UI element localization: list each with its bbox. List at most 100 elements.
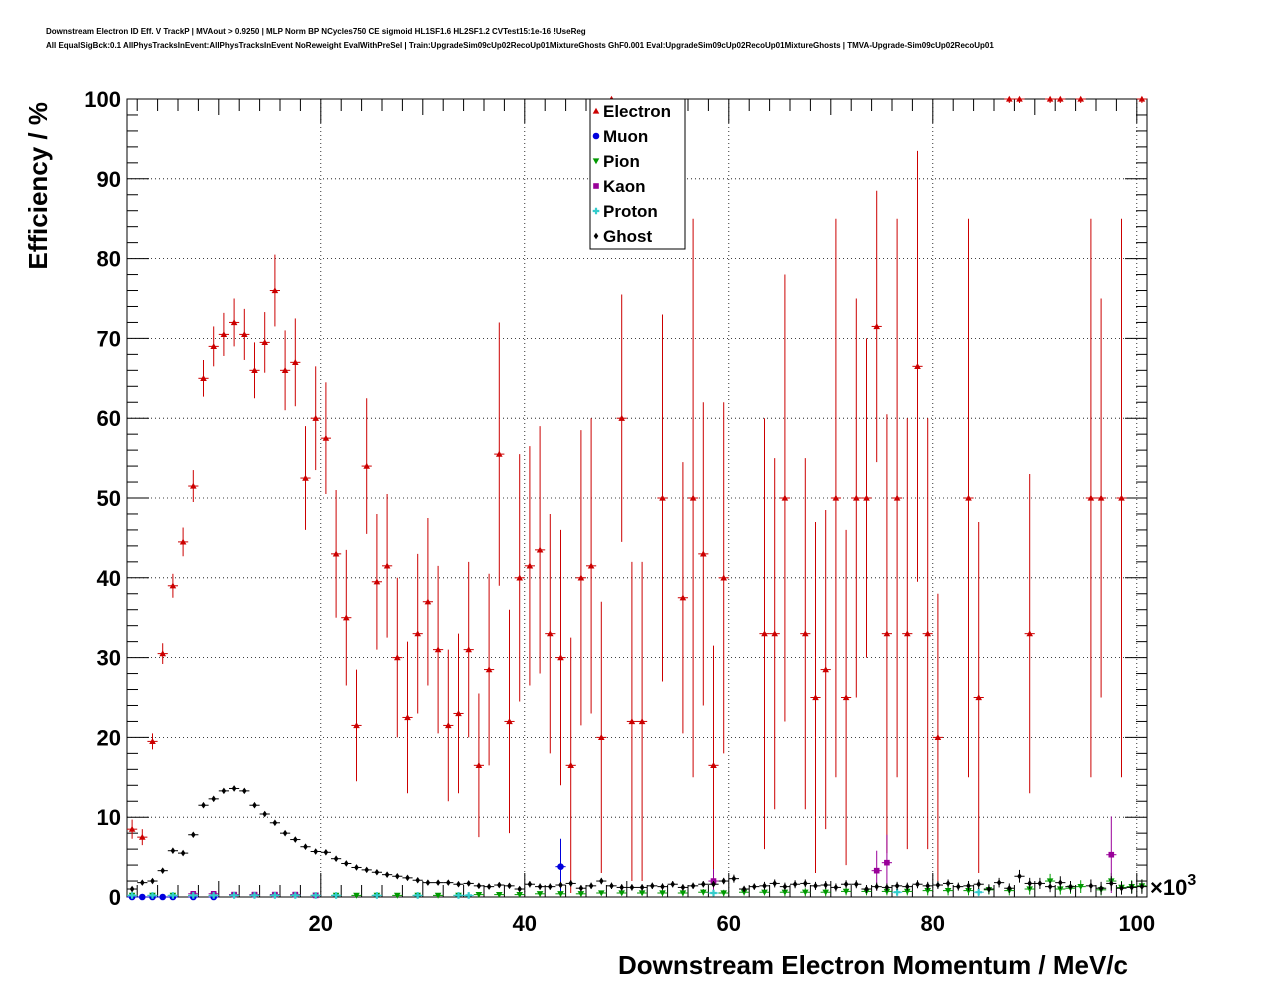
ghost-point (1119, 884, 1124, 892)
ghost-point (170, 847, 176, 855)
ghost-point (333, 855, 339, 862)
ghost-point (1108, 880, 1114, 887)
electron-point (598, 734, 605, 741)
chart-header-line-2: All EqualSigBck:0.1 AllPhysTracksInEvent… (46, 41, 994, 50)
ghost-point (915, 880, 920, 888)
pion-point (802, 889, 809, 896)
muon-point (557, 863, 564, 870)
electron-point (618, 414, 625, 421)
grid-lines (127, 99, 1147, 897)
series-electron (127, 95, 1147, 894)
electron-point (159, 650, 166, 657)
pion-point (883, 888, 891, 895)
electron-point (628, 718, 636, 725)
ghost-point (190, 831, 196, 839)
electron-point (700, 550, 707, 557)
ghost-point (1047, 883, 1053, 890)
electron-point (547, 630, 554, 637)
proton-point (230, 892, 238, 899)
ghost-point (639, 884, 645, 891)
proton-point (465, 892, 472, 899)
ghost-point (303, 843, 308, 851)
y-tick-label: 60 (97, 406, 121, 431)
electron-point (914, 363, 921, 369)
x-tick-label: 100 (1118, 911, 1155, 936)
electron-point (761, 630, 768, 637)
y-tick-label: 70 (97, 326, 121, 351)
ghost-point (517, 885, 523, 893)
ghost-point (660, 883, 665, 890)
ghost-point (823, 881, 829, 889)
ghost-point (955, 883, 961, 890)
electron-point (353, 722, 360, 729)
electron-point (720, 574, 727, 581)
ghost-point (292, 836, 298, 843)
electron-point (179, 538, 187, 545)
ghost-point (945, 880, 951, 887)
electron-point (292, 359, 299, 365)
ghost-point (711, 880, 716, 888)
pion-point (822, 889, 829, 896)
electron-point (465, 646, 472, 653)
proton-point (893, 888, 901, 896)
electron-point (241, 331, 248, 338)
x-tick-label: 60 (717, 911, 741, 936)
ghost-point (731, 875, 737, 882)
x-tick-label: 80 (921, 911, 945, 936)
ghost-point (833, 884, 839, 891)
ghost-point (629, 884, 635, 891)
legend-box (589, 98, 686, 250)
ghost-point (609, 882, 614, 890)
proton-point (271, 892, 279, 899)
ghost-point (1139, 883, 1145, 890)
ghost-point (252, 801, 257, 809)
x-tick-label: 40 (513, 911, 537, 936)
ghost-point (588, 882, 594, 890)
ghost-point (201, 801, 206, 809)
electron-point (893, 494, 901, 501)
pion-point (618, 890, 625, 897)
electron-point (230, 319, 238, 326)
pion-point (720, 890, 727, 897)
pion-point (781, 889, 789, 896)
legend-label-kaon: Kaon (603, 177, 646, 196)
electron-point (261, 339, 268, 346)
electron-point (638, 718, 646, 725)
ghost-point (762, 882, 767, 890)
electron-point (873, 323, 880, 330)
electron-point (394, 654, 401, 661)
pion-point (761, 889, 768, 896)
pion-point (944, 887, 952, 894)
y-axis-title: Efficiency / % (23, 102, 53, 270)
ghost-point (456, 880, 461, 888)
ghost-point (976, 880, 982, 888)
muon-point (139, 893, 146, 901)
electron-point (536, 546, 544, 553)
ghost-point (1129, 884, 1135, 891)
electron-point (271, 287, 279, 294)
electron-point (210, 343, 217, 350)
electron-point (771, 630, 778, 637)
electron-point (190, 482, 197, 489)
proton-point (975, 888, 982, 896)
ghost-point (772, 880, 778, 887)
chart-header-line-1: Downstream Electron ID Eff. V TrackP | M… (46, 27, 586, 36)
ghost-point (904, 883, 910, 890)
series-pion (127, 873, 1147, 899)
electron-point (526, 562, 534, 569)
legend: Electron Muon Pion Kaon Proton Ghost (589, 98, 686, 250)
ghost-point (813, 882, 818, 890)
ghost-point (1017, 872, 1022, 880)
kaon-point (1108, 851, 1115, 858)
electron-point (557, 654, 564, 661)
electron-point (128, 825, 136, 832)
legend-label-electron: Electron (603, 102, 671, 121)
data-series (127, 95, 1147, 901)
pion-point (1077, 883, 1084, 890)
electron-point (139, 833, 146, 840)
ghost-point (802, 880, 808, 887)
ghost-point (558, 881, 563, 889)
ghost-point (1037, 880, 1043, 887)
electron-point (200, 375, 207, 381)
